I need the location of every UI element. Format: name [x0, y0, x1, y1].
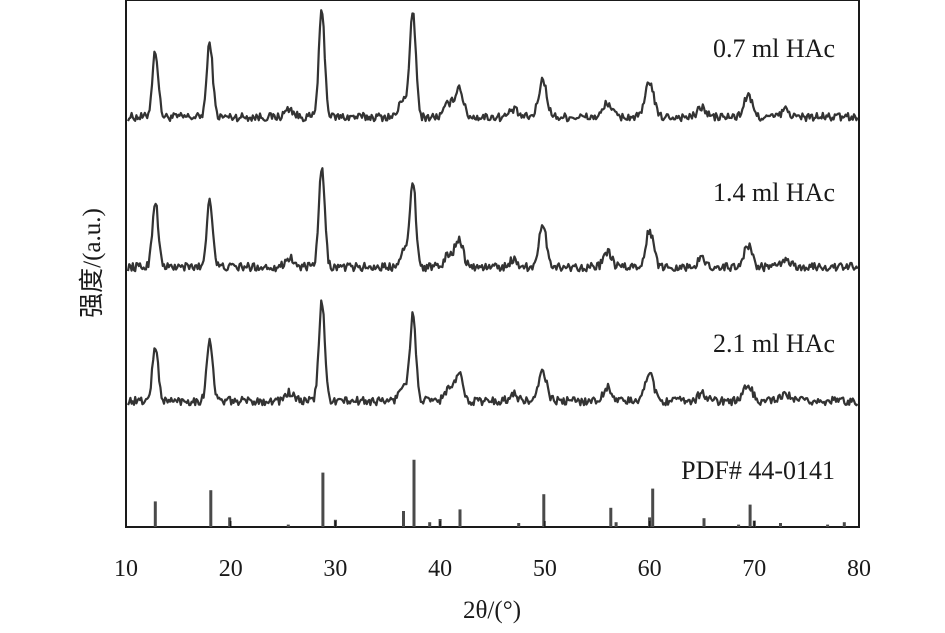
- y-axis-label: 强度/(a.u.): [78, 208, 106, 318]
- plot-frame: [125, 0, 860, 528]
- x-tick-label-10: 10: [114, 556, 138, 582]
- series-label-2: 1.4 ml HAc: [713, 178, 835, 207]
- x-tick-label-70: 70: [742, 556, 766, 582]
- x-axis-label: 2θ/(°): [463, 597, 521, 624]
- label-layer: 0.7 ml HAc 1.4 ml HAc 2.1 ml HAc PDF# 44-01…: [681, 34, 835, 485]
- x-tick-label-60: 60: [638, 556, 662, 582]
- series-line-1: [127, 9, 859, 123]
- x-tick-label-50: 50: [533, 556, 557, 582]
- series-label-3: 2.1 ml HAc: [713, 329, 835, 358]
- series-line-2: [126, 167, 859, 273]
- series-layer: [126, 9, 859, 407]
- x-tick-label-20: 20: [219, 556, 243, 582]
- series-line-3: [126, 299, 859, 407]
- x-tick-label-40: 40: [428, 556, 452, 582]
- x-tick-label-30: 30: [323, 556, 347, 582]
- tick-layer: 10 20 30 40 50 60 70 80: [114, 521, 871, 582]
- series-label-1: 0.7 ml HAc: [713, 34, 835, 63]
- reference-label: PDF# 44-0141: [681, 456, 835, 485]
- x-tick-label-80: 80: [847, 556, 871, 582]
